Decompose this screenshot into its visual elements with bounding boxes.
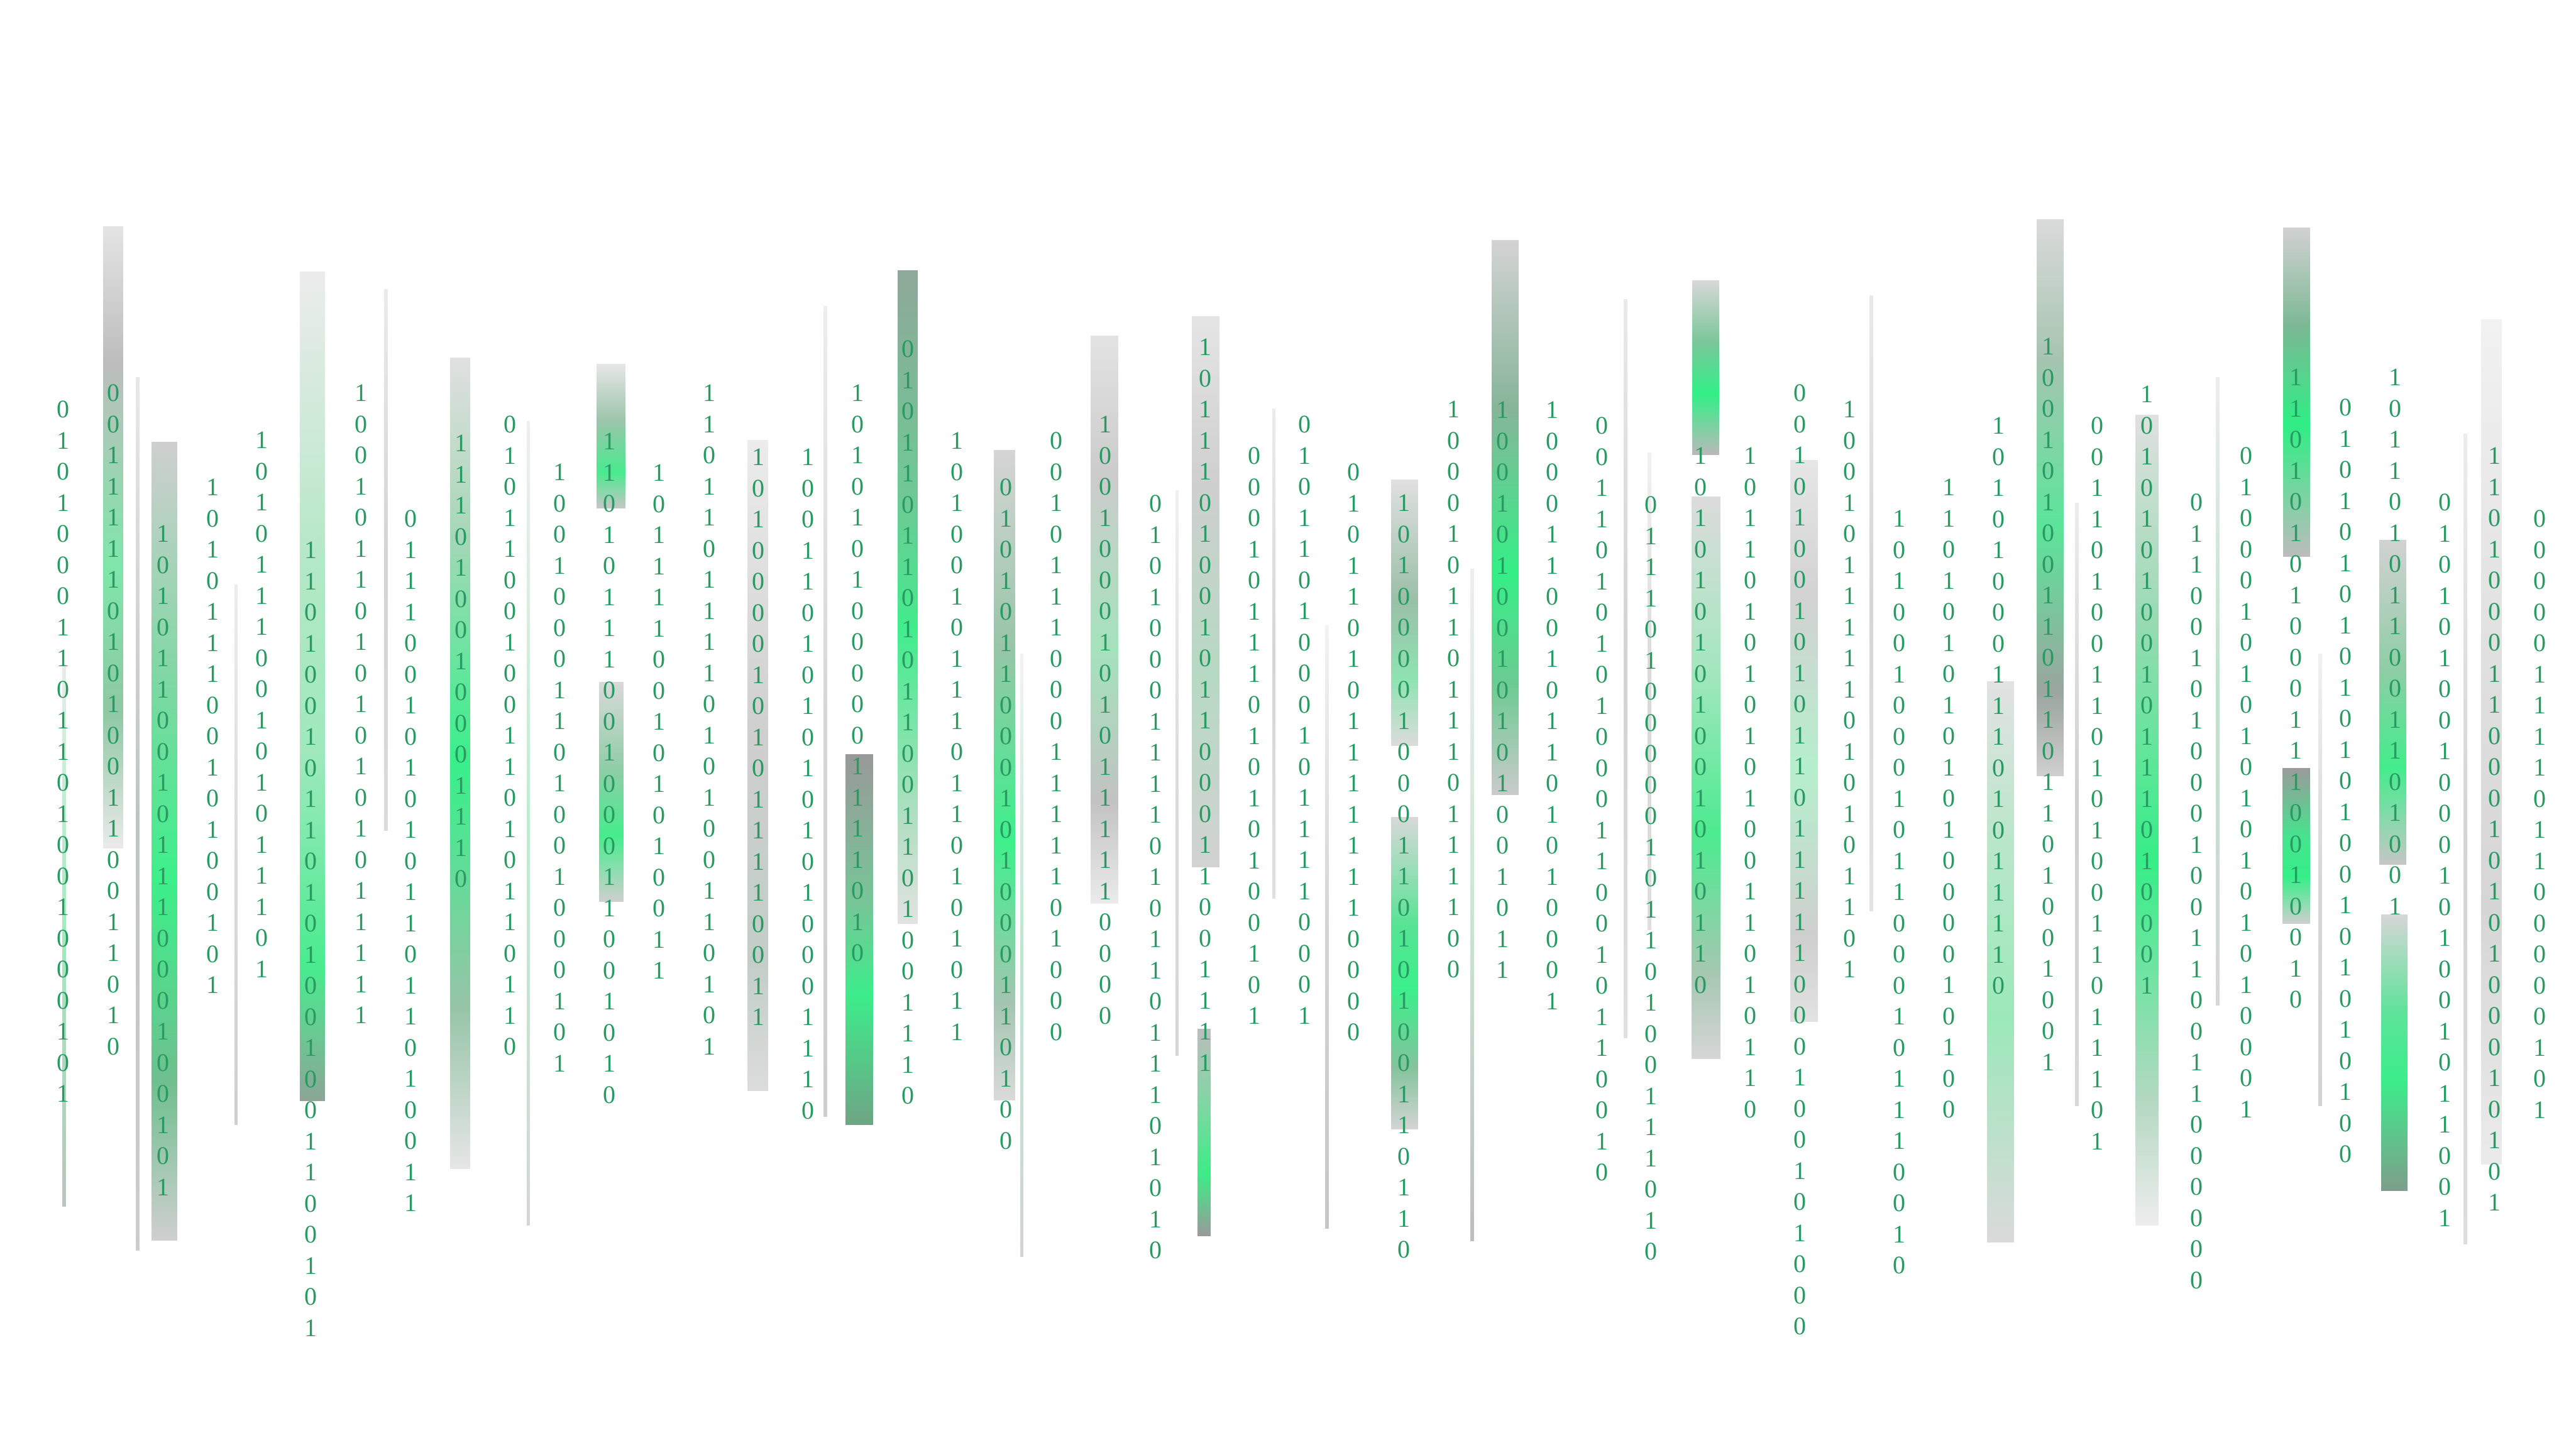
binary-column: 0 1 0 1 1 0 1 0 1 1 1 1 1 1 1 0 0 0 0: [1347, 458, 1360, 1046]
streak-line: [1869, 295, 1873, 911]
streak-line: [384, 289, 388, 831]
binary-column: 1 0 0 1 0 1 1 1 1 1 0 1 0 1 0 1 1 0 1: [1843, 395, 1856, 983]
binary-column: 0 1 1 0 0 1 0 1 0 0 0 1 0 0 1 1 0 0 1 1 …: [2190, 488, 2203, 1294]
binary-column: 1 0 0 1 1 0 1 0 1 0 1 0 1 0 1 0 0 0 1 1 …: [801, 442, 814, 1124]
streak-line: [1470, 569, 1474, 1241]
binary-column: 1 0 1 1 0 1 0 1 1 0 0 1 1 0 1 0 0 1: [2389, 363, 2401, 920]
binary-column: 1 0 1 0 0 1 0 0 0 1 0 1 1 0 0 0 1 0 1 1 …: [1893, 504, 1905, 1279]
binary-column: 1 0 0 1 0 1 0 0 1 0 1 0 1 0 0 1 0 1 1: [1496, 395, 1509, 984]
streak: [2381, 914, 2408, 1191]
binary-column: 1 0 1 1 0 1 0 1 0 1 0 1 0 0 1 1 0 1 0 1 …: [1744, 441, 1756, 1123]
binary-column: 0 0 0 1 0 1 1 1 0 1 0 1 0 1 0 0 1 0 1: [1248, 441, 1260, 1029]
binary-column: 0 0 1 1 0 1 0 0 1 1 0 1 0 1 0 0 1 1 0 1 …: [2091, 411, 2103, 1155]
binary-column: 1 0 1 0 1 0 1 0 0 0 0 0 1 1 1 1 0 1 0: [851, 378, 864, 967]
binary-column: 1 1 1 0 1 0 0 1 0 0 0 1 1 1 0: [454, 429, 467, 892]
binary-column: 1 0 1 0 1 0 1 0 1 0 0 1 0 1 0 1 1 0: [1694, 441, 1707, 999]
binary-column: 1 0 1 0 1 1 1 0 0 1 0 1 0 1 1 1 0 1: [255, 425, 268, 983]
binary-column: 1 1 0 1 0 1 0 1 0 1 0 1 0 0 0 0 1 0 1 0 …: [1942, 473, 1955, 1123]
binary-column: 1 1 0 1 1 0 1 1 1 1 0 1 0 1 0 0 1 1 0 1 …: [703, 378, 715, 1060]
streak-line: [527, 421, 530, 1226]
binary-column: 0 1 0 0 0 1 0 1 0 1 0 1 0 1 0 1 0 1 0 0 …: [2240, 441, 2252, 1123]
binary-column: 1 1 0 1 0 1 1 1 0 0 1 0 0 0 1 1 0 0 1 0 …: [603, 427, 615, 1109]
binary-column: 0 1 0 1 0 1 0 1 0 1 0 1 0 1 0 0 1 0 1 0 …: [2339, 393, 2352, 1168]
binary-column: 0 1 0 1 1 0 1 0 0 0 1 0 1 1 1 1 0 0 0 1: [1298, 410, 1311, 1029]
binary-column: 0 0 1 1 0 1 0 1 0 1 0 0 0 1 1 0 0 1 0 1 …: [1595, 411, 1608, 1186]
binary-column: 0 1 0 1 0 1 0 0 1 0 0 0 1 0 1 0 0 1 0 1 …: [2438, 488, 2451, 1232]
binary-column: 1 1 0 1 0 0 0 1 1 0 0 0 1 0 1 0 1 0 0 0 …: [2488, 441, 2501, 1216]
binary-column: 1 0 1 0 0 0 0 1 0 0 0 1 1 0 1 0 1 0 0 1 …: [1397, 488, 1410, 1263]
streak-line: [2463, 434, 2467, 1244]
streak-line: [2075, 503, 2079, 1106]
binary-column: 0 1 0 1 1 0 1 1 0 1 0 1 1 0 0 1 1 0 1 0 …: [901, 334, 914, 1109]
binary-column: 0 0 0 0 0 1 1 1 1 0 1 1 0 0 0 0 0 1 0 1: [2533, 504, 2546, 1124]
binary-column: 0 1 1 1 0 0 1 0 1 0 1 0 1 1 0 1 1 0 1 0 …: [404, 504, 417, 1217]
binary-column: 0 0 1 1 1 1 1 0 1 0 1 0 0 1 1 0 0 1 1 0 …: [107, 378, 119, 1060]
streak: [1692, 280, 1719, 455]
binary-column: 1 0 1 1 1 0 1 0 0 1 0 1 1 0 0 0 1 1 0 0 …: [1199, 332, 1211, 1077]
binary-column: 1 0 1 0 1 1 1 0 0 1 0 1 0 0 1 0 1: [206, 473, 219, 999]
binary-column: 1 0 1 0 1 0 0 0 1 1 1 0 1 0 1 1 1 1 0: [1992, 411, 2005, 999]
binary-column: 1 0 1 0 1 0 1 0 0 1 0 1 1 1 0 1 0 0 0 1: [2140, 380, 2153, 999]
binary-column: 1 0 0 1 0 1 0 0 1 1 0 1 1 0 1 1 0 1 0 0 …: [2042, 332, 2054, 1076]
streak-line: [1624, 299, 1627, 1038]
streak-line: [1175, 490, 1179, 1056]
streak-line: [2216, 377, 2220, 1006]
binary-column: 0 0 1 0 1 0 0 1 0 1 0 1 1 0 1 1 1 1 1 0 …: [1793, 378, 1806, 1340]
binary-column: 0 1 0 1 0 1 1 0 0 0 1 0 1 0 0 0 1 1 0 1 …: [999, 473, 1012, 1155]
binary-column: 0 1 1 1 0 1 0 0 0 0 0 1 0 1 1 0 1 0 0 1 …: [1644, 490, 1657, 1265]
binary-column: 1 0 1 1 1 1 0 0 1 0 1 0 1 0 0 1 1: [652, 458, 665, 984]
binary-column: 1 1 0 1 0 0 1 0 1 1 0 1 0 1 0 0 1 0 0 1 …: [304, 535, 317, 1342]
streak-line: [234, 584, 238, 1125]
binary-column: 1 0 0 1 0 1 1 0 1 0 1 0 1 0 1 0 1 1 1 1 …: [355, 378, 367, 1029]
binary-column: 1 0 0 1 0 0 0 1 1 0 1 0 0 1 0 0 0 1 0 1: [553, 458, 566, 1077]
binary-column: 0 1 0 1 1 0 0 1 0 0 1 1 0 1 0 1 1 0 1 1 …: [504, 410, 516, 1060]
binary-column: 1 0 1 0 0 1 0 1 1 1 0 1 1 0 1 0 1 0 1 1: [950, 426, 963, 1046]
binary-column: 1 0 0 1 0 0 0 1 0 1 0 1 1 1 1 1 0 0 0 0: [1099, 410, 1111, 1029]
binary-column: 0 0 1 0 1 1 1 0 0 0 1 1 1 1 1 0 1 0 0 0: [1050, 426, 1062, 1046]
binary-column: 1 0 0 0 1 0 1 1 0 1 1 1 0 1 1 1 1 0 0: [1447, 395, 1460, 983]
binary-column: 1 0 1 0 1 1 0 0 1 0 1 1 1 0 0 0 1 0 0 1 …: [157, 519, 169, 1201]
streak-line: [1020, 654, 1023, 1257]
streak-line: [1272, 409, 1275, 899]
binary-column: 1 1 0 1 0 1 0 1 0 0 0 1 1 1 0 0 1 0 0 1 …: [2289, 363, 2302, 1013]
streak-line: [823, 306, 827, 1117]
binary-column: 1 0 1 0 0 0 0 1 0 1 0 1 1 1 1 0 0 1 1: [752, 442, 764, 1031]
binary-column: 0 1 0 1 0 0 0 1 1 1 1 0 1 0 1 1 0 1 1 1 …: [1149, 489, 1162, 1264]
binary-column: 0 1 0 1 0 0 0 1 1 0 1 1 0 1 0 0 1 0 0 0 …: [57, 395, 69, 1107]
streak-line: [1325, 625, 1329, 1229]
binary-column: 1 0 0 0 1 1 0 0 1 0 1 1 0 1 0 1 0 0 0 1: [1546, 395, 1558, 1015]
streak-line: [2318, 654, 2322, 1106]
streak-line: [136, 377, 140, 1251]
